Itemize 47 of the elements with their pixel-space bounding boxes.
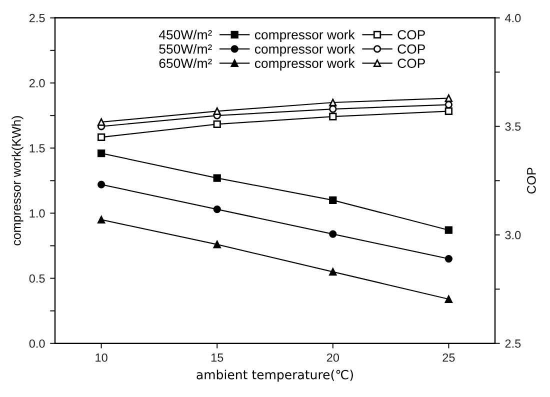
x-tick-label: 20: [326, 353, 339, 362]
point: [213, 240, 221, 248]
point: [444, 254, 453, 263]
y2-tick-label: 4.0: [504, 14, 521, 22]
point: [329, 105, 337, 113]
legend-label: COP: [398, 58, 425, 68]
y-tick-label: 2.5: [29, 14, 45, 22]
point: [329, 230, 337, 238]
legend-label: COP: [398, 30, 425, 40]
y-tick-label: 2.0: [29, 79, 45, 88]
point: [329, 112, 337, 120]
y-tick-label: 0.5: [29, 274, 45, 283]
annotation: 650W/m²: [159, 58, 212, 68]
annotation: 550W/m²: [159, 44, 212, 54]
y2-axis-title: COP: [527, 168, 536, 194]
point: [329, 196, 337, 204]
y2-tick-label: 2.5: [505, 339, 521, 348]
legend-label: compressor work: [254, 58, 355, 71]
annotation: 450W/m²: [158, 30, 212, 40]
legend-label: COP: [398, 44, 425, 54]
legend-label: compressor work: [254, 44, 355, 56]
point: [444, 226, 453, 234]
point: [444, 295, 453, 303]
point: [213, 205, 221, 214]
point: [213, 174, 221, 182]
y-axis-title: compressor work(KWh): [12, 116, 24, 246]
point: [213, 120, 221, 128]
legend-label: compressor work: [254, 30, 355, 42]
point: [213, 107, 221, 116]
x-axis-title: ambient temperature(℃): [196, 370, 353, 382]
point: [97, 149, 106, 158]
point: [444, 107, 453, 116]
x-tick-label: 10: [96, 353, 108, 362]
y-tick-label: 1.5: [30, 144, 45, 152]
x-tick-label: 15: [211, 354, 224, 362]
x-tick-label: 25: [442, 353, 455, 362]
point: [97, 118, 106, 126]
y-tick-label: 0.0: [29, 339, 45, 348]
y2-tick-label: 3.5: [505, 122, 521, 131]
point: [329, 98, 337, 106]
point: [97, 133, 106, 142]
point: [97, 216, 106, 224]
y2-tick-label: 3.0: [505, 230, 521, 240]
point: [329, 268, 337, 276]
y-tick-label: 1.0: [30, 209, 45, 218]
point: [444, 94, 453, 102]
point: [97, 180, 106, 188]
